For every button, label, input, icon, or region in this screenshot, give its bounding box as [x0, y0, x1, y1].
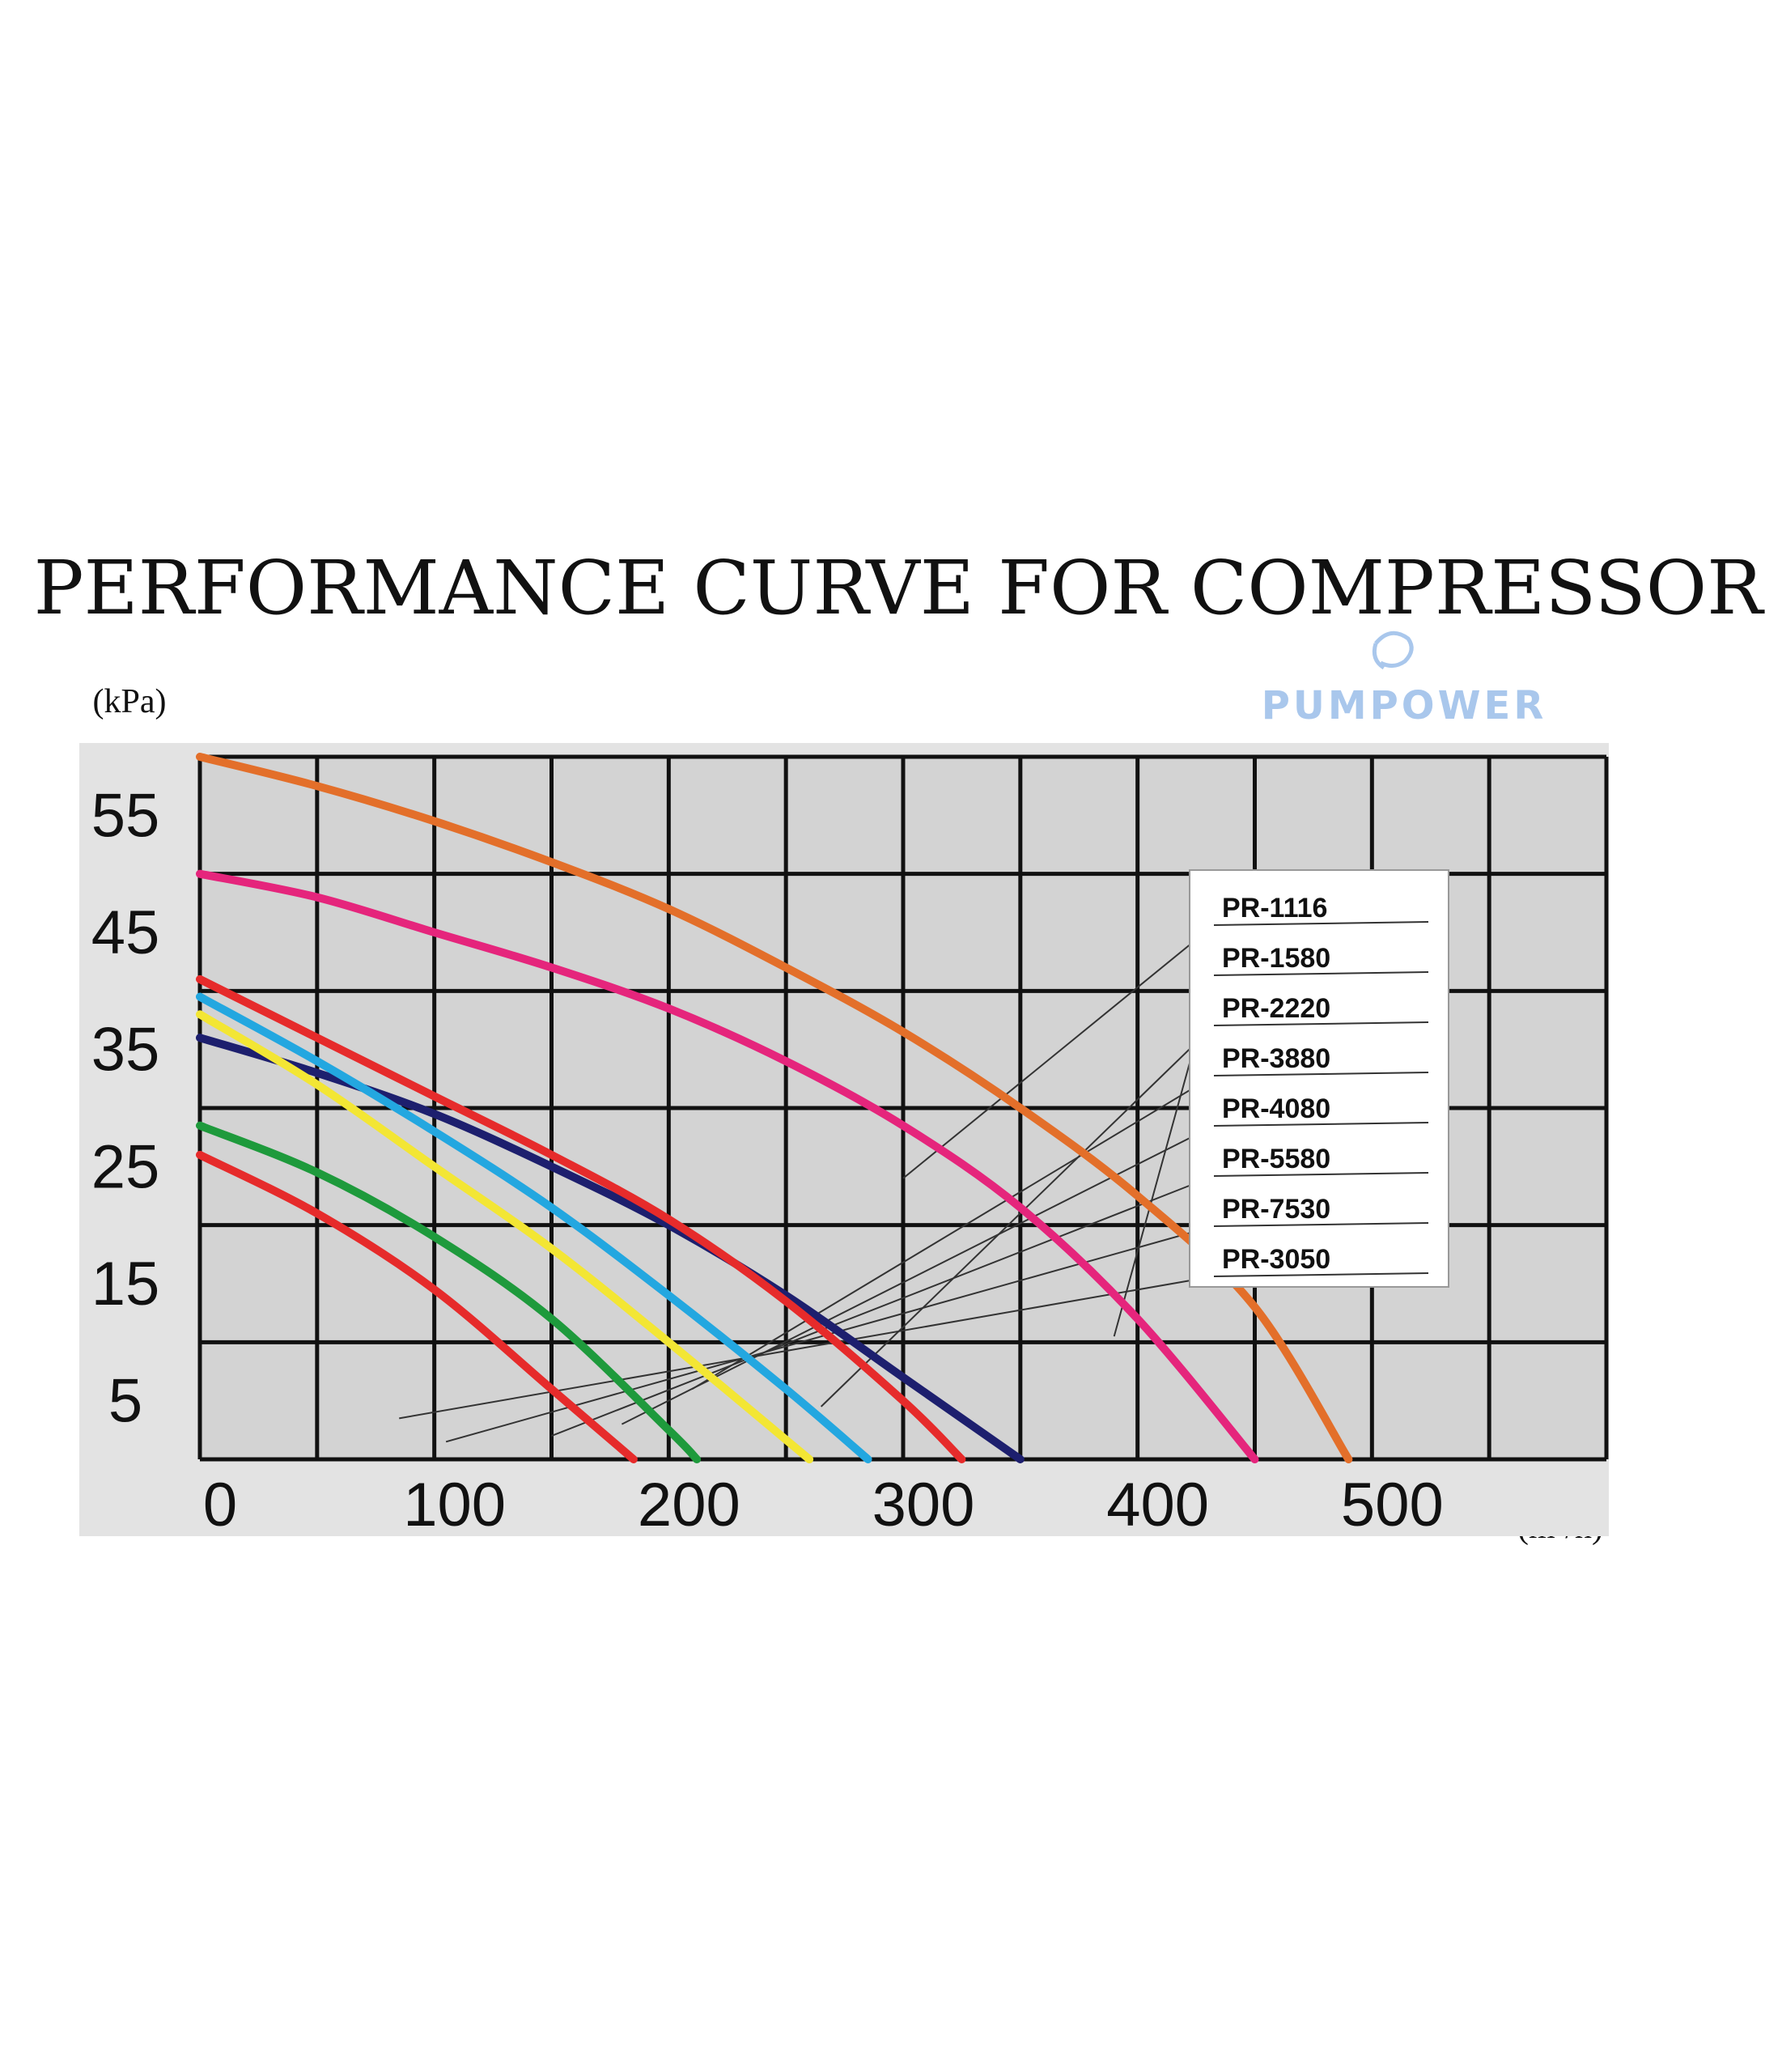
y-axis-ticks: 55 45 35 25 15 5 — [91, 781, 160, 1435]
legend-label: PR-1116 — [1222, 893, 1327, 923]
legend-underline — [1213, 971, 1429, 976]
series-line-3 — [196, 1034, 1025, 1463]
x-tick-label: 0 — [203, 1471, 237, 1539]
y-tick-label: 45 — [91, 898, 160, 967]
legend-underline — [1213, 1122, 1429, 1127]
series-line-4 — [196, 974, 966, 1463]
legend-underline — [1213, 1222, 1429, 1227]
legend-underline — [1213, 1172, 1429, 1177]
series-line-7 — [196, 1121, 702, 1463]
y-axis-unit: (kPa) — [93, 683, 167, 720]
leader-line — [691, 1075, 1215, 1391]
x-tick-label: 100 — [403, 1471, 506, 1539]
leader-line — [551, 1175, 1215, 1437]
legend-box — [1189, 869, 1449, 1288]
series-line-2 — [196, 869, 1259, 1463]
leader-line — [820, 1025, 1215, 1408]
y-tick-label: 5 — [108, 1367, 142, 1436]
chart-title: PERFORMANCE CURVE FOR COMPRESSOR — [34, 545, 1766, 631]
x-tick-label: 400 — [1106, 1471, 1209, 1539]
legend: PR-1116 PR-1580 PR-2220 PR-3880 PR-4080 PR-55… — [1189, 869, 1449, 1288]
legend-label: PR-7530 — [1222, 1194, 1330, 1225]
legend-underline — [1213, 921, 1429, 926]
x-tick-label: 500 — [1341, 1471, 1444, 1539]
y-tick-label: 35 — [91, 1016, 160, 1085]
series-line-6 — [196, 1010, 814, 1463]
series-line-8 — [196, 1150, 638, 1463]
legend-label: PR-3050 — [1222, 1244, 1330, 1275]
x-axis-ticks: 0 100 200 300 400 500 — [203, 1471, 1444, 1539]
leader-line — [902, 924, 1215, 1179]
y-tick-label: 15 — [91, 1250, 160, 1318]
legend-label: PR-5580 — [1222, 1144, 1330, 1174]
y-tick-label: 55 — [91, 781, 160, 850]
legend-label: PR-1580 — [1222, 943, 1330, 974]
brand-logo: PUMPOWER — [1262, 631, 1547, 728]
leader-line — [399, 1276, 1215, 1420]
x-tick-label: 300 — [872, 1471, 975, 1539]
legend-leaders — [399, 924, 1215, 1443]
legend-label: PR-2220 — [1222, 993, 1330, 1024]
legend-underline — [1213, 1072, 1429, 1076]
x-tick-label: 200 — [638, 1471, 740, 1539]
legend-underline — [1213, 1272, 1429, 1277]
legend-label: PR-4080 — [1222, 1093, 1330, 1124]
brand-name: PUMPOWER — [1262, 683, 1547, 728]
legend-label: PR-3880 — [1222, 1043, 1330, 1074]
series-line-5 — [196, 992, 872, 1463]
y-tick-label: 25 — [91, 1132, 160, 1201]
legend-underline — [1213, 1021, 1429, 1026]
